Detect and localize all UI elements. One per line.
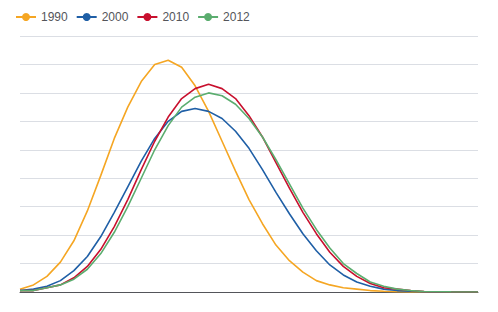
svg-text:2000: 2000 (102, 10, 129, 24)
svg-text:2012: 2012 (223, 10, 250, 24)
svg-text:1990: 1990 (41, 10, 68, 24)
svg-text:2010: 2010 (162, 10, 189, 24)
